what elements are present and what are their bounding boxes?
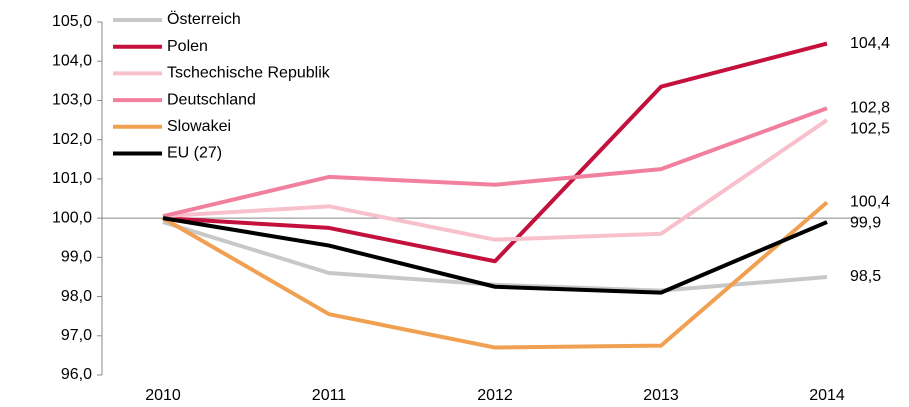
series-line	[162, 118, 829, 242]
y-tick-label: 96,0	[61, 366, 92, 383]
y-tick-label: 97,0	[61, 327, 92, 344]
data-label: 102,8	[850, 100, 890, 117]
legend-label: Slowakei	[167, 118, 231, 135]
legend-label: Österreich	[167, 10, 241, 28]
x-tick-label: 2014	[809, 387, 845, 404]
series-line	[162, 106, 828, 219]
legend-label: Deutschland	[167, 91, 256, 108]
y-tick-label: 101,0	[52, 170, 92, 187]
x-tick-label: 2010	[145, 387, 181, 404]
y-tick-label: 99,0	[61, 249, 92, 266]
y-tick-label: 98,0	[61, 288, 92, 305]
y-tick-label: 105,0	[52, 13, 92, 30]
series-line	[162, 41, 828, 264]
series-line	[162, 220, 828, 293]
series-line	[162, 216, 828, 295]
data-label: 100,4	[850, 194, 890, 211]
data-label: 102,5	[850, 121, 890, 138]
x-tick-label: 2012	[477, 387, 513, 404]
series-line	[161, 200, 829, 350]
data-label: 99,9	[850, 215, 881, 232]
legend-label: Polen	[167, 38, 208, 55]
x-tick-label: 2013	[643, 387, 679, 404]
y-tick-label: 100,0	[52, 209, 92, 226]
y-tick-label: 102,0	[52, 131, 92, 148]
legend-label: EU (27)	[167, 145, 222, 162]
x-tick-label: 2011	[312, 387, 347, 404]
y-tick-label: 104,0	[52, 52, 92, 69]
y-tick-label: 103,0	[52, 92, 92, 109]
data-label: 98,5	[850, 268, 881, 285]
data-label: 104,4	[850, 35, 890, 52]
legend-label: Tschechische Republik	[167, 65, 331, 82]
